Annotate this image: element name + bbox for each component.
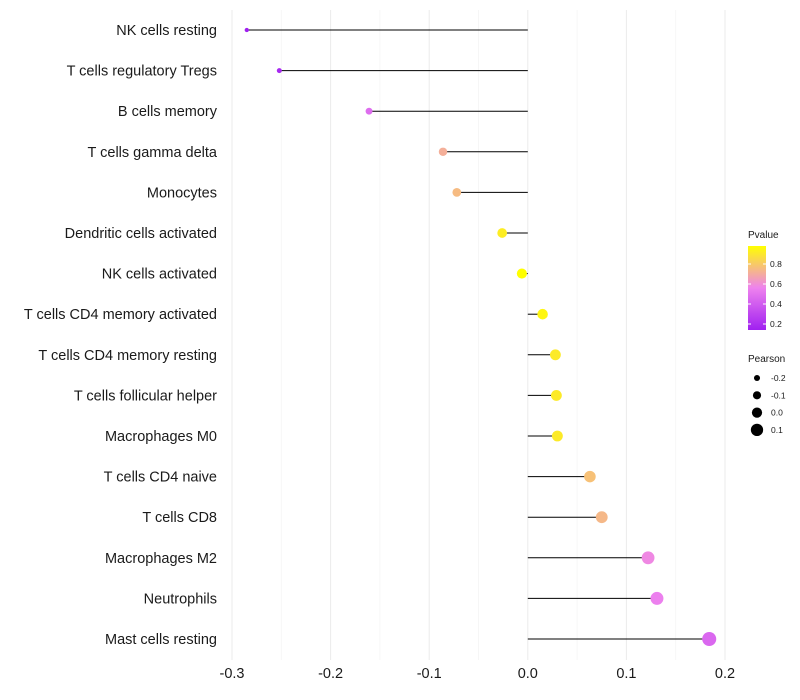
grid-lines [231,10,726,660]
category-label: NK cells resting [116,23,217,39]
colorbar-tick-label: 0.8 [770,259,782,269]
category-label: T cells follicular helper [74,388,217,404]
category-label: T cells regulatory Tregs [67,64,217,80]
lollipop-dots [244,27,717,647]
legend: Pvalue Pearson 0.8 0.6 0.4 0.2 -0.2 -0.1 0.0 0.… [748,230,786,437]
size-legend-dot [753,374,761,382]
colorbar-tick-label: 0.6 [770,279,782,289]
lollipop-dot [244,27,249,33]
category-label: T cells CD4 naive [104,470,217,486]
category-label: Monocytes [147,185,217,201]
category-label: T cells gamma delta [88,145,218,161]
size-legend-label: 0.0 [771,408,783,418]
size-legend-title: Pearson [748,354,785,365]
lollipop-dot [584,470,596,483]
category-label: Mast cells resting [105,632,217,648]
size-legend-label: -0.1 [771,390,786,400]
colorbar-tick-label: 0.2 [770,319,782,329]
x-tick-label: -0.3 [220,666,245,682]
x-tick-label: 0.0 [518,666,538,682]
lollipop-dot [438,147,448,157]
lollipop-dot [551,430,563,442]
category-label: Neutrophils [144,591,217,607]
lollipop-dot [650,591,664,605]
category-label: B cells memory [118,104,218,120]
size-legend-dot [752,391,762,400]
category-label: Dendritic cells activated [65,226,217,242]
colorbar-tick-label: 0.4 [770,299,782,309]
lollipop-dot [702,631,717,647]
x-tick-label: -0.2 [318,666,343,682]
x-tick-label: 0.1 [616,666,636,682]
lollipop-stems [246,29,710,640]
category-label: T cells CD8 [142,510,217,526]
lollipop-dot [537,308,548,320]
category-label: NK cells activated [102,267,217,283]
category-labels: NK cells resting T cells regulatory Tregs… [24,23,218,648]
lollipop-dot [641,551,655,565]
category-label: Macrophages M2 [105,551,217,567]
lollipop-dot [497,228,508,238]
x-tick-label: -0.1 [417,666,442,682]
size-legend-dot [751,407,763,418]
category-label: T cells CD4 memory resting [38,348,217,364]
lollipop-dot [595,511,608,524]
category-label: T cells CD4 memory activated [24,307,217,323]
category-label: Macrophages M0 [105,429,217,445]
lollipop-dot [452,188,462,197]
size-legend-dot [750,423,764,437]
lollipop-dot [276,68,282,74]
x-axis-ticks: -0.3 -0.2 -0.1 0.0 0.1 0.2 [220,666,736,682]
lollipop-dot [365,107,373,115]
pvalue-colorbar [748,246,766,330]
color-legend-title: Pvalue [748,230,779,241]
x-tick-label: 0.2 [715,666,735,682]
lollipop-dot [550,389,562,401]
size-legend-label: 0.1 [771,425,783,435]
lollipop-dot [516,268,527,279]
lollipop-dot [549,349,561,361]
size-legend-label: -0.2 [771,373,786,383]
